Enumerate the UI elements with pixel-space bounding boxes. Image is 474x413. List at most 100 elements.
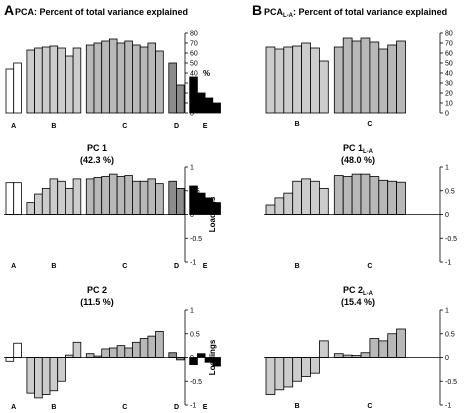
bar-A-pc1-C-3 [109, 173, 118, 215]
y-tick-label-A-variance-3: 30 [190, 81, 198, 88]
bar-A-pc1-A-1 [13, 182, 22, 215]
bar-A-pc2-B-0 [26, 357, 35, 394]
bar-A-pc2-B-4 [57, 357, 66, 382]
bar-A-pc1-C-1 [93, 177, 103, 215]
bar-B-pc2-C-5 [378, 340, 389, 358]
group-label-A-pc2-D: D [174, 404, 179, 411]
y-axis-label-A-pc1: Loadings [208, 196, 217, 232]
y-axis-label-A-variance: % [203, 69, 210, 78]
b-pc2-title-sub: L-A [363, 291, 374, 297]
panel-b-title-rest: : Percent of total variance explained [293, 7, 447, 17]
group-label-A-variance-B: B [51, 123, 56, 130]
bar-B-variance-B-4 [301, 42, 311, 114]
bar-B-pc2-B-4 [301, 357, 311, 377]
a-pc2-variance: (11.5 %) [80, 297, 114, 307]
bar-B-pc1-C-1 [342, 176, 353, 215]
bar-A-variance-A-1 [13, 62, 22, 114]
y-tick-label-B-pc2-2: 0 [445, 355, 449, 362]
bar-B-pc2-C-7 [396, 328, 406, 358]
bar-A-pc1-B-4 [57, 180, 66, 215]
bar-B-variance-B-2 [283, 46, 294, 114]
bar-B-pc1-B-1 [274, 197, 285, 215]
bar-A-variance-A-0 [5, 68, 15, 114]
bar-B-pc2-C-3 [360, 352, 371, 358]
bar-A-pc1-C-0 [85, 178, 95, 215]
y-tick-label-B-pc2-3: 0.5 [445, 331, 455, 338]
bar-A-variance-B-4 [57, 47, 66, 114]
bar-A-variance-C-6 [132, 44, 141, 114]
b-pc1-variance: (48.0 %) [341, 155, 375, 165]
bar-B-pc1-C-5 [378, 179, 389, 215]
bar-A-variance-C-0 [85, 44, 95, 114]
group-label-A-pc2-A: A [11, 404, 16, 411]
bar-B-variance-C-1 [342, 37, 353, 114]
group-label-A-pc1-D: D [174, 263, 179, 270]
bar-B-pc1-C-2 [351, 173, 362, 215]
bar-A-variance-E-3 [212, 102, 221, 114]
bar-A-variance-E-1 [196, 92, 206, 114]
bar-B-variance-C-3 [360, 37, 371, 114]
y-tick-label-A-pc1-1: -0.5 [190, 236, 202, 243]
bar-B-pc1-C-7 [396, 181, 406, 215]
bar-A-variance-B-6 [72, 47, 82, 114]
bar-B-variance-B-1 [274, 48, 285, 114]
bar-B-pc2-B-0 [265, 357, 276, 395]
y-tick-label-A-pc1-0: -1 [190, 260, 196, 267]
group-label-B-variance-B: B [295, 121, 300, 128]
bar-A-pc1-C-4 [116, 176, 126, 215]
y-tick-label-A-variance-7: 70 [190, 41, 198, 48]
bar-A-pc2-C-3 [109, 347, 118, 358]
bar-A-pc2-B-3 [49, 357, 59, 392]
group-label-B-pc1-B: B [295, 263, 300, 270]
bar-B-pc1-B-3 [292, 180, 303, 215]
b-pc1-title: PC 1L-A [343, 143, 374, 155]
bar-A-pc2-C-6 [132, 341, 141, 358]
bar-B-pc1-B-4 [301, 178, 311, 215]
panel-b-title: PCAL-A: Percent of total variance explai… [264, 7, 447, 19]
y-tick-label-A-variance-8: 80 [190, 31, 198, 38]
bar-A-pc1-B-5 [65, 187, 74, 215]
y-tick-label-B-variance-0: 0 [445, 111, 449, 118]
y-tick-label-A-variance-5: 50 [190, 61, 198, 68]
panel-b-title-main: PCA [264, 7, 284, 17]
b-pc2-title: PC 2L-A [343, 285, 374, 297]
bar-A-pc1-D-1 [176, 187, 185, 215]
bar-A-variance-D-0 [168, 62, 177, 114]
y-tick-label-A-pc2-1: -0.5 [190, 379, 202, 386]
bar-A-pc2-B-2 [41, 357, 51, 395]
y-tick-label-A-variance-0: 0 [190, 111, 194, 118]
bar-B-pc1-B-5 [310, 180, 320, 215]
bar-B-pc2-B-1 [274, 357, 285, 391]
bar-A-variance-C-7 [139, 46, 149, 114]
bar-A-pc2-B-1 [34, 357, 43, 399]
b-pc2-title-main: PC 2 [343, 285, 363, 295]
group-label-B-pc2-B: B [295, 403, 300, 410]
group-label-A-variance-D: D [174, 123, 179, 130]
bar-A-pc1-C-9 [155, 183, 164, 215]
y-axis-label-A-pc2: Loadings [208, 339, 217, 375]
y-tick-label-B-pc2-0: -1 [445, 403, 451, 410]
bar-A-pc2-C-2 [101, 348, 110, 358]
y-tick-label-B-variance-8: 80 [445, 31, 453, 38]
y-tick-label-A-variance-2: 20 [190, 91, 198, 98]
bar-A-pc2-C-9 [155, 330, 164, 358]
bar-A-pc2-A-1 [13, 342, 22, 358]
y-tick-label-B-pc2-4: 1 [445, 308, 449, 315]
bar-B-pc1-C-4 [369, 176, 380, 215]
bar-A-variance-C-5 [124, 40, 133, 114]
bar-A-pc2-C-0 [85, 353, 95, 358]
chart-A-variance: A B C D E 0 10 20 30 40 50 60 70 80% [5, 31, 221, 130]
bar-A-pc1-B-6 [72, 178, 82, 215]
bar-B-variance-C-4 [369, 41, 380, 114]
bar-A-pc2-B-6 [72, 341, 82, 358]
b-pc2-variance: (15.4 %) [341, 297, 375, 307]
bar-B-pc1-C-3 [360, 173, 371, 215]
bar-A-pc2-A-0 [5, 357, 15, 362]
panel-a-title: PCA: Percent of total variance explained [15, 7, 188, 17]
bar-A-pc2-E-1 [196, 353, 206, 358]
bar-A-pc1-E-1 [196, 192, 206, 215]
y-tick-label-A-pc1-2: 0 [190, 212, 194, 219]
bar-B-pc2-B-3 [292, 357, 303, 382]
group-label-A-variance-A: A [11, 123, 16, 130]
bar-A-pc1-B-3 [49, 178, 59, 215]
